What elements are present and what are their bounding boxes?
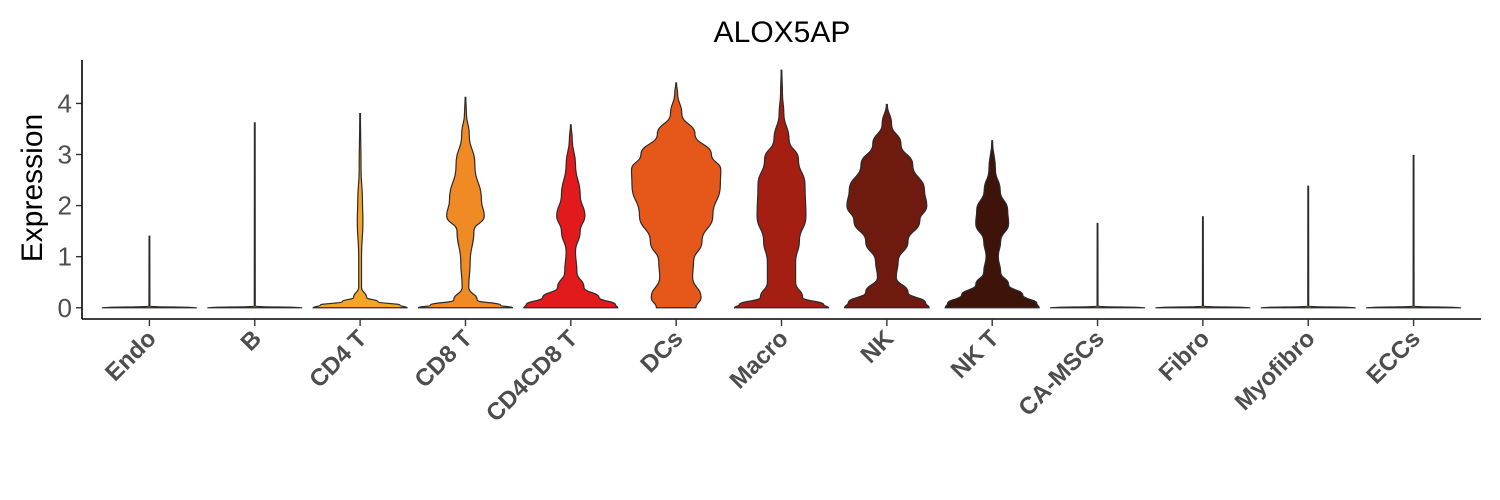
x-tick-label: CD8 T bbox=[410, 325, 478, 393]
violin-nk-t bbox=[944, 140, 1040, 309]
x-tick-label: Myofibro bbox=[1230, 325, 1321, 416]
x-tick-label: Endo bbox=[100, 325, 162, 387]
violin-nk bbox=[843, 103, 930, 309]
x-tick-label: B bbox=[236, 325, 267, 356]
y-tick-label: 2 bbox=[58, 191, 72, 221]
violin-eccs bbox=[1365, 154, 1462, 309]
violin-cd4-t bbox=[312, 113, 408, 309]
chart-title: ALOX5AP bbox=[714, 16, 851, 49]
violins-group bbox=[101, 69, 1462, 309]
violin-cd4cd8-t bbox=[523, 124, 619, 309]
y-axis-label: Expression bbox=[16, 114, 49, 262]
x-tick-label: CD4 T bbox=[304, 325, 372, 393]
violin-b bbox=[207, 122, 303, 309]
violin-cd8-t bbox=[417, 96, 514, 309]
y-tick-label: 4 bbox=[58, 88, 72, 118]
x-tick-label: CA-MSCs bbox=[1013, 325, 1109, 421]
y-tick-label: 1 bbox=[58, 242, 72, 272]
x-axis-ticks: Endo B CD4 T CD8 T CD4CD8 T DCs Macro NK NK T CA-… bbox=[100, 319, 1426, 427]
x-tick-label: NK bbox=[855, 325, 899, 369]
violin-ca-mscs bbox=[1049, 222, 1146, 309]
x-tick-label: Fibro bbox=[1154, 325, 1216, 387]
x-tick-label: NK T bbox=[946, 325, 1005, 384]
y-axis-ticks: 0 1 2 3 4 bbox=[58, 88, 82, 323]
x-tick-label: Macro bbox=[725, 325, 794, 394]
x-tick-label: DCs bbox=[635, 325, 688, 378]
violin-myofibro bbox=[1260, 185, 1356, 309]
x-tick-label: ECCs bbox=[1361, 325, 1425, 389]
y-tick-label: 0 bbox=[58, 293, 72, 323]
violin-fibro bbox=[1155, 216, 1251, 309]
violin-dcs bbox=[630, 82, 722, 309]
y-tick-label: 3 bbox=[58, 140, 72, 170]
violin-endo bbox=[101, 235, 198, 309]
violin-macro bbox=[733, 69, 830, 309]
x-tick-label: CD4CD8 T bbox=[481, 325, 583, 427]
